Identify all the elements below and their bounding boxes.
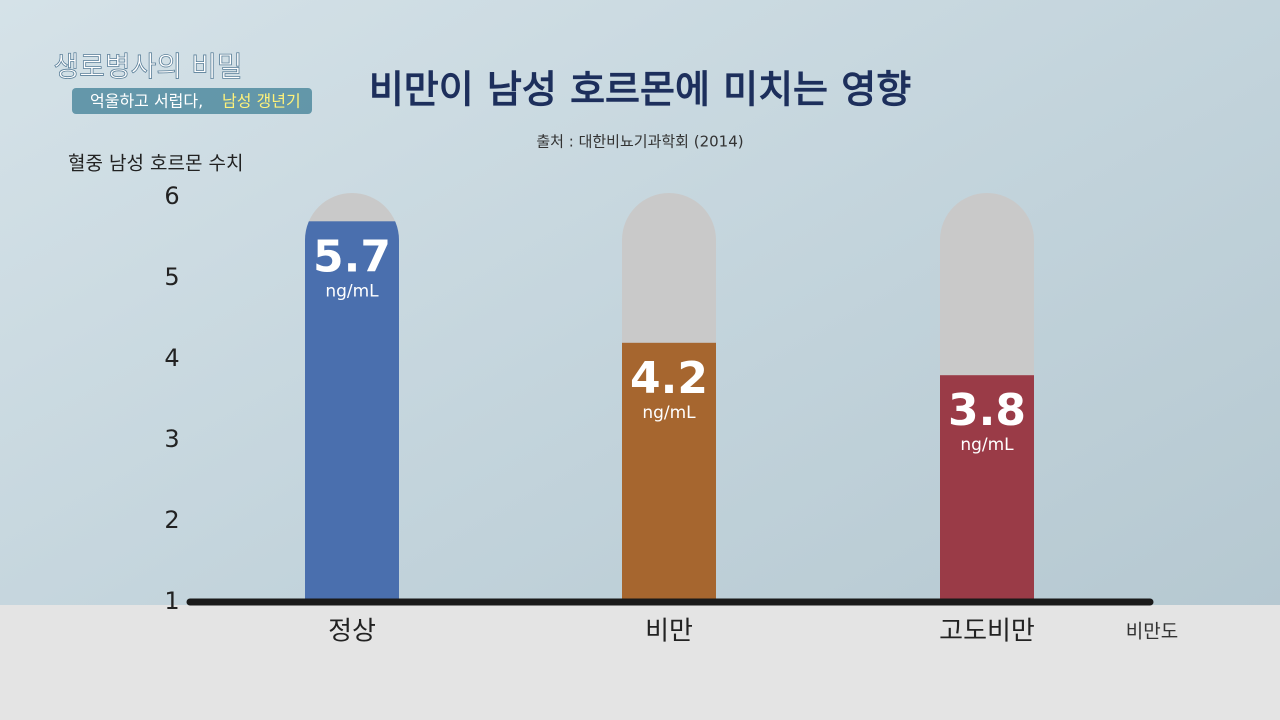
- bar: [940, 375, 1034, 602]
- show-logo: 생로병사의 비밀: [53, 50, 242, 83]
- bar: [622, 342, 716, 602]
- value-label: 5.7: [313, 231, 391, 282]
- chart-source: 출처 : 대한비뇨기과학회 (2014): [536, 133, 743, 151]
- episode-highlight: 남성 갱년기: [222, 92, 301, 111]
- episode-title: 억울하고 서럽다,: [90, 92, 203, 111]
- x-tick-label: 고도비만: [939, 617, 1035, 647]
- bar: [305, 221, 399, 602]
- y-tick-label: 2: [164, 506, 179, 534]
- episode-band: [72, 88, 312, 114]
- y-axis-label: 혈중 남성 호르몬 수치: [68, 153, 243, 175]
- unit-label: ng/mL: [960, 435, 1014, 455]
- floor: [0, 605, 1280, 720]
- y-tick-label: 3: [164, 425, 179, 453]
- y-tick-label: 4: [164, 344, 179, 372]
- value-label: 4.2: [630, 353, 708, 404]
- y-tick-label: 5: [164, 263, 179, 291]
- x-tick-label: 비만: [645, 617, 693, 647]
- x-axis-label: 비만도: [1126, 621, 1178, 643]
- unit-label: ng/mL: [325, 281, 379, 301]
- y-tick-label: 1: [164, 587, 179, 615]
- chart-title: 비만이 남성 호르몬에 미치는 영향: [369, 68, 911, 112]
- x-tick-label: 정상: [328, 617, 376, 647]
- unit-label: ng/mL: [642, 403, 696, 423]
- value-label: 3.8: [948, 385, 1026, 436]
- y-tick-label: 6: [164, 182, 179, 210]
